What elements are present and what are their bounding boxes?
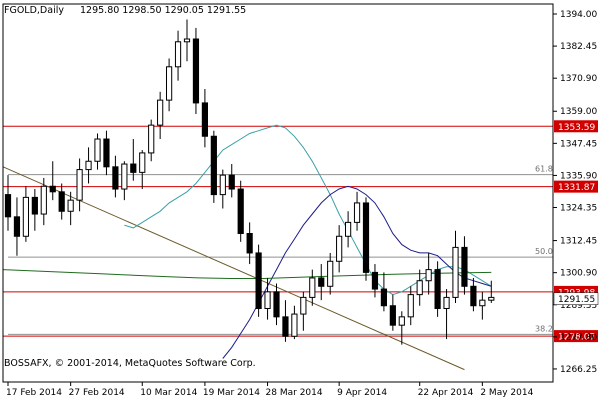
candle-body: [488, 296, 495, 301]
candle-body: [174, 41, 182, 68]
fib-level-label: 61.8: [535, 165, 553, 174]
candle-body: [76, 169, 83, 201]
candle-body: [157, 99, 164, 126]
current-price-label: 1291.55: [558, 295, 595, 305]
y-tick-label: 1335.90: [560, 171, 597, 181]
level-price-label: 1353.59: [558, 123, 595, 133]
candle-body: [139, 152, 146, 173]
candle-body: [479, 299, 486, 307]
y-tick-label: 1300.90: [560, 269, 597, 279]
candle-body: [183, 38, 191, 43]
fib-level-label: 50.0: [535, 247, 553, 256]
y-tick-label: 1312.45: [560, 237, 597, 247]
level-price-tag: [554, 120, 598, 133]
candle-body: [336, 235, 343, 262]
candle-body: [470, 285, 477, 307]
candle-body: [255, 252, 262, 310]
x-tick-label: 10 Mar 2014: [140, 388, 197, 398]
candle-body: [246, 232, 253, 254]
candle-body: [318, 277, 325, 287]
candle-body: [416, 280, 423, 296]
y-tick-label: 1359.00: [560, 107, 597, 117]
chart-symbol: FGOLD,Daily: [4, 5, 64, 16]
candle-body: [371, 271, 379, 290]
fib-level-label: 38.2: [535, 324, 553, 333]
x-tick-label: 9 Apr 2014: [337, 388, 387, 398]
candle-body: [237, 188, 244, 234]
plot-frame: [2, 3, 554, 383]
y-tick-label: 1382.45: [560, 42, 597, 52]
level-price-label: 1331.87: [558, 183, 595, 193]
candles: [4, 19, 495, 345]
ma-slow-line: [2, 269, 492, 279]
level-price-tag: [554, 180, 598, 193]
y-tick-label: 1289.35: [560, 301, 597, 311]
x-tick-label: 17 Feb 2014: [6, 388, 62, 398]
y-tick-label: 1266.25: [560, 365, 597, 375]
candle-body: [40, 185, 47, 215]
chart-copyright: BOSSAFX, © 2001-2014, MetaQuotes Softwar…: [4, 358, 256, 369]
candle-body: [398, 316, 405, 326]
candle-body: [166, 66, 173, 101]
candle-body: [94, 138, 101, 162]
candle-body: [443, 296, 450, 310]
candle-body: [201, 102, 209, 137]
candle-body: [112, 166, 119, 190]
candle-body: [380, 288, 387, 307]
x-tick-label: 19 Mar 2014: [203, 388, 260, 398]
candle-body: [85, 160, 92, 171]
candle-body: [130, 163, 137, 173]
candle-body: [282, 316, 289, 337]
candle-body: [291, 313, 298, 337]
y-tick-label: 1324.35: [560, 204, 597, 214]
candle-body: [49, 185, 56, 193]
axes: 1394.00 1382.45 1370.90 1359.00 1347.45 1335.…: [2, 3, 599, 398]
y-tick-label: 1277.80: [560, 333, 597, 343]
level-price-label: 1278.07: [558, 333, 595, 343]
candle-body: [461, 246, 468, 287]
candle-body: [219, 174, 226, 196]
x-tick-label: 22 Apr 2014: [418, 388, 474, 398]
x-tick-label: 27 Feb 2014: [69, 388, 125, 398]
x-tick-label: 2 May 2014: [480, 388, 533, 398]
candle-body: [228, 174, 235, 190]
candle-body: [452, 246, 459, 298]
candle-body: [148, 124, 155, 154]
candle-body: [389, 305, 396, 326]
candle-body: [58, 191, 65, 212]
candle-body: [4, 194, 12, 218]
level-price-tag: [554, 330, 598, 343]
candle-body: [273, 291, 280, 318]
y-tick-label: 1370.90: [560, 74, 597, 84]
candle-body: [434, 269, 441, 310]
candle-body: [121, 163, 128, 190]
candle-body: [22, 196, 29, 237]
candle-body: [31, 196, 38, 215]
candle-body: [309, 277, 316, 298]
candle-body: [425, 269, 432, 282]
candle-body: [300, 296, 307, 315]
candle-body: [327, 260, 334, 287]
candle-body: [67, 199, 74, 212]
candle-body: [210, 135, 217, 196]
x-tick-label: 28 Mar 2014: [266, 388, 323, 398]
candle-body: [13, 216, 21, 237]
candle-body: [264, 291, 271, 310]
candle-body: [407, 294, 414, 318]
candle-body: [345, 221, 352, 237]
y-tick-label: 1394.00: [560, 10, 597, 20]
candle-body: [192, 38, 200, 104]
y-tick-label: 1347.45: [560, 139, 597, 149]
candle-body: [362, 202, 370, 273]
candle-body: [353, 202, 361, 223]
current-price-tag: [553, 292, 599, 305]
chart-ohlc: 1295.80 1298.50 1290.05 1291.55: [80, 5, 246, 16]
candle-body: [103, 138, 110, 168]
